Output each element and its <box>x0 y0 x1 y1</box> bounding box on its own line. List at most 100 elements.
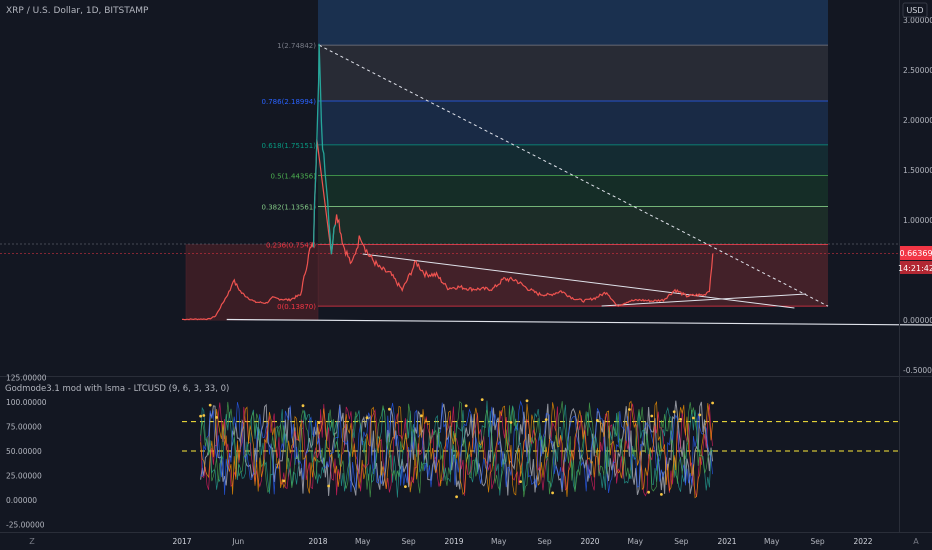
trend-lines[interactable] <box>226 44 932 326</box>
indicator-tick-label: -25.00000 <box>6 521 45 530</box>
signal-dot <box>464 404 468 408</box>
fib-level-label: 0(0.13870) <box>277 303 316 311</box>
indicator-tick-label: 0.00000 <box>6 496 37 505</box>
signal-dot <box>455 495 458 499</box>
oscillator-line <box>200 400 713 498</box>
fib-band <box>318 45 828 102</box>
countdown-badge <box>900 261 932 274</box>
signal-dot <box>480 398 484 401</box>
fib-level-label: 0.236(0.7543) <box>266 242 316 250</box>
signal-dot <box>509 421 513 424</box>
price-tick-label: 3.00000 <box>903 16 932 25</box>
time-tick-label: Sep <box>810 537 824 546</box>
fib-retracement[interactable]: 1(2.74842) 0.786(2.18994) 0.618(1.75151) 0.… <box>0 42 899 311</box>
signal-dot <box>404 485 407 488</box>
indicator-axis[interactable]: 125.00000 100.00000 75.00000 50.00000 25.000… <box>6 374 47 530</box>
price-tick-label: 1.00000 <box>903 216 932 225</box>
time-tick-label: 2018 <box>308 537 327 546</box>
log-scale-toggle[interactable]: Z <box>29 537 35 546</box>
signal-dot <box>282 479 286 483</box>
oscillator-line <box>200 400 714 496</box>
symbol-title: XRP / U.S. Dollar, 1D, BITSTAMP <box>6 6 149 16</box>
fib-band <box>318 175 828 207</box>
currency-button[interactable] <box>902 2 928 18</box>
price-line-peak <box>312 43 336 255</box>
fib-band <box>318 101 828 145</box>
time-tick-label: 2017 <box>172 537 191 546</box>
price-line <box>181 139 714 321</box>
fib-level-label: 0.786(2.18994) <box>262 98 317 106</box>
indicator-title: Godmode3.1 mod with lsma - LTCUSD (9, 6,… <box>5 384 229 394</box>
time-tick-label: Sep <box>537 537 551 546</box>
price-tick-label: 0.00000 <box>903 316 932 325</box>
time-axis[interactable]: 2017 Jun 2018 May Sep 2019 May Sep 2020 May Sep 202… <box>172 537 872 546</box>
support-trendline[interactable] <box>226 318 932 326</box>
price-series <box>181 43 714 321</box>
signal-dot <box>317 421 321 424</box>
currency-label: USD <box>906 6 923 15</box>
drawing-zones <box>185 0 828 321</box>
time-tick-label: May <box>491 537 507 546</box>
fib-level-label: 1(2.74842) <box>277 42 316 50</box>
time-tick-label: 2021 <box>717 537 736 546</box>
oscillator-line <box>200 402 713 498</box>
signal-dot <box>202 414 206 417</box>
oscillator-line <box>200 401 713 498</box>
fib-band <box>318 144 828 176</box>
time-tick-label: May <box>628 537 644 546</box>
signal-dot <box>551 491 554 495</box>
signal-dot <box>215 416 219 419</box>
signal-dot <box>660 493 663 496</box>
indicator-tick-label: 75.00000 <box>6 423 42 432</box>
time-tick-label: Sep <box>674 537 688 546</box>
signal-dot <box>544 418 548 421</box>
indicator-tick-label: 25.00000 <box>6 472 42 481</box>
signal-dot <box>327 484 330 488</box>
time-tick-label: May <box>355 537 371 546</box>
signal-dot <box>628 408 631 411</box>
signal-dot <box>199 414 203 418</box>
signal-dot <box>698 413 702 417</box>
signal-dot <box>596 419 599 422</box>
fib-level-label: 0.618(1.75151) <box>262 142 317 150</box>
fib-diagonal-line[interactable] <box>318 44 829 307</box>
indicator-tick-label: 100.00000 <box>6 398 47 407</box>
auto-scale-toggle[interactable]: A <box>913 537 919 546</box>
time-tick-label: Sep <box>401 537 415 546</box>
signal-dot <box>647 490 650 494</box>
fib-extension-zone <box>318 0 828 46</box>
oscillator-line <box>200 400 713 499</box>
signal-dot <box>519 480 522 483</box>
bar-countdown: 14:21:42 <box>898 264 932 273</box>
signal-dot <box>679 418 682 421</box>
time-tick-label: 2019 <box>444 537 463 546</box>
time-tick-label: 2022 <box>853 537 872 546</box>
indicator-tick-label: 50.00000 <box>6 447 42 456</box>
signal-dot <box>208 403 212 407</box>
time-tick-label: Jun <box>231 537 244 546</box>
signal-dot <box>388 407 391 411</box>
fib-band <box>318 244 828 307</box>
last-price-value: 0.66369 <box>899 249 932 258</box>
signal-dot <box>365 416 369 420</box>
signal-dot <box>420 414 423 418</box>
price-tick-label: 2.50000 <box>903 66 932 75</box>
time-tick-label: 2020 <box>580 537 599 546</box>
fib-band <box>318 206 828 245</box>
price-tick-label: -0.50000 <box>903 366 932 375</box>
price-tick-label: 2.00000 <box>903 116 932 125</box>
signal-dot <box>672 410 676 414</box>
signal-dot <box>650 414 654 418</box>
last-price-badge <box>900 246 932 260</box>
signal-dot <box>711 401 714 405</box>
price-tick-label: 1.50000 <box>903 166 932 175</box>
short-trendline[interactable] <box>601 293 807 307</box>
fib-level-label: 0.382(1.13561) <box>262 203 317 211</box>
indicator-tick-label: 125.00000 <box>6 374 47 383</box>
oscillator-series <box>182 398 899 499</box>
fib-level-label: 0.5(1.44356) <box>270 173 316 181</box>
time-tick-label: May <box>764 537 780 546</box>
signal-dot <box>301 404 305 408</box>
signal-dot <box>692 416 695 420</box>
